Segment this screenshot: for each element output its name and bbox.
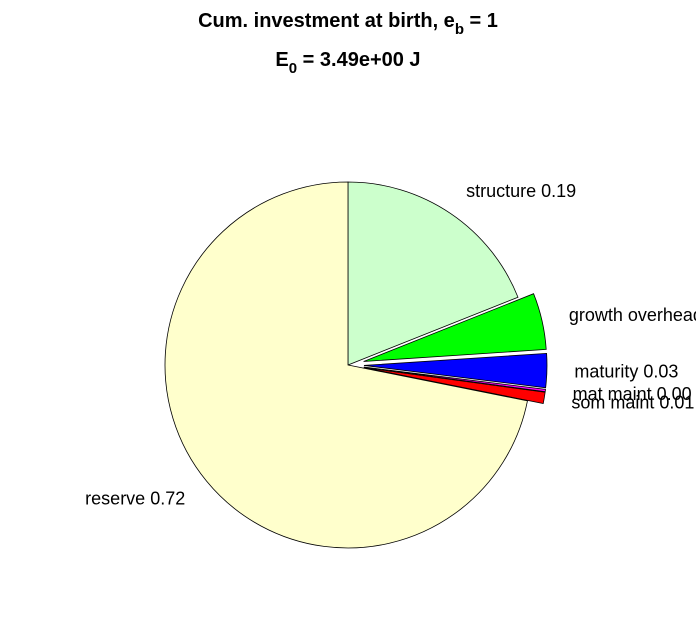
chart-subtitle: E0 = 3.49e+00 J: [275, 49, 420, 77]
slice-label: growth overhead 0.05: [569, 305, 696, 325]
chart-title: Cum. investment at birth, eb = 1: [198, 10, 498, 38]
pie-slice: [363, 293, 547, 362]
slice-label: mat maint 0.00: [573, 384, 692, 404]
pie-slice: [347, 181, 519, 366]
pie-slice: [164, 181, 528, 549]
pie-slice: [363, 367, 546, 405]
slice-label: reserve 0.72: [85, 488, 185, 508]
pie-slice: [363, 352, 548, 389]
slice-label: maturity 0.03: [574, 361, 678, 381]
pie-slice: [363, 366, 546, 393]
slice-label: som maint 0.01: [571, 392, 694, 412]
slice-label: structure 0.19: [466, 181, 576, 201]
